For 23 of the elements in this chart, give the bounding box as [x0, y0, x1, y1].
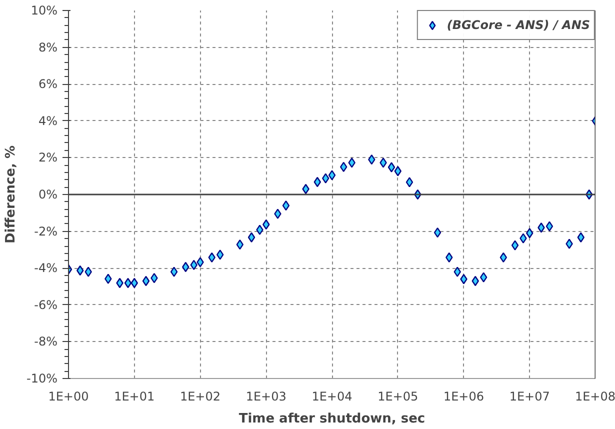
x-tick-label: 1E+03 — [246, 390, 286, 404]
x-tick-label: 1E+02 — [180, 390, 221, 404]
y-tick-label: 10% — [30, 4, 58, 18]
x-tick-label: 1E+06 — [443, 390, 484, 404]
x-tick-label: 1E+08 — [574, 390, 615, 404]
x-tick-label: 1E+04 — [312, 390, 352, 404]
x-axis-title: Time after shutdown, sec — [238, 412, 426, 426]
y-axis-title: Difference, % — [4, 145, 18, 244]
x-tick-label: 1E+00 — [48, 390, 89, 404]
y-tick-label: 8% — [38, 40, 58, 54]
y-tick-label: 6% — [38, 77, 58, 92]
y-tick-label: 0% — [38, 188, 58, 202]
y-tick-label: -8% — [34, 334, 58, 349]
y-tick-label: -4% — [34, 261, 58, 276]
x-tick-label: 1E+01 — [114, 390, 155, 404]
y-tick-label: -6% — [34, 298, 58, 312]
y-tick-label: -10% — [26, 372, 58, 386]
x-tick-label: 1E+07 — [509, 390, 550, 404]
y-tick-label: 2% — [38, 150, 58, 165]
legend-label: (BGCore - ANS) / ANS — [446, 18, 590, 32]
y-tick-label: -2% — [34, 224, 58, 238]
x-tick-label: 1E+05 — [378, 390, 418, 404]
y-tick-label: 4% — [38, 114, 58, 128]
